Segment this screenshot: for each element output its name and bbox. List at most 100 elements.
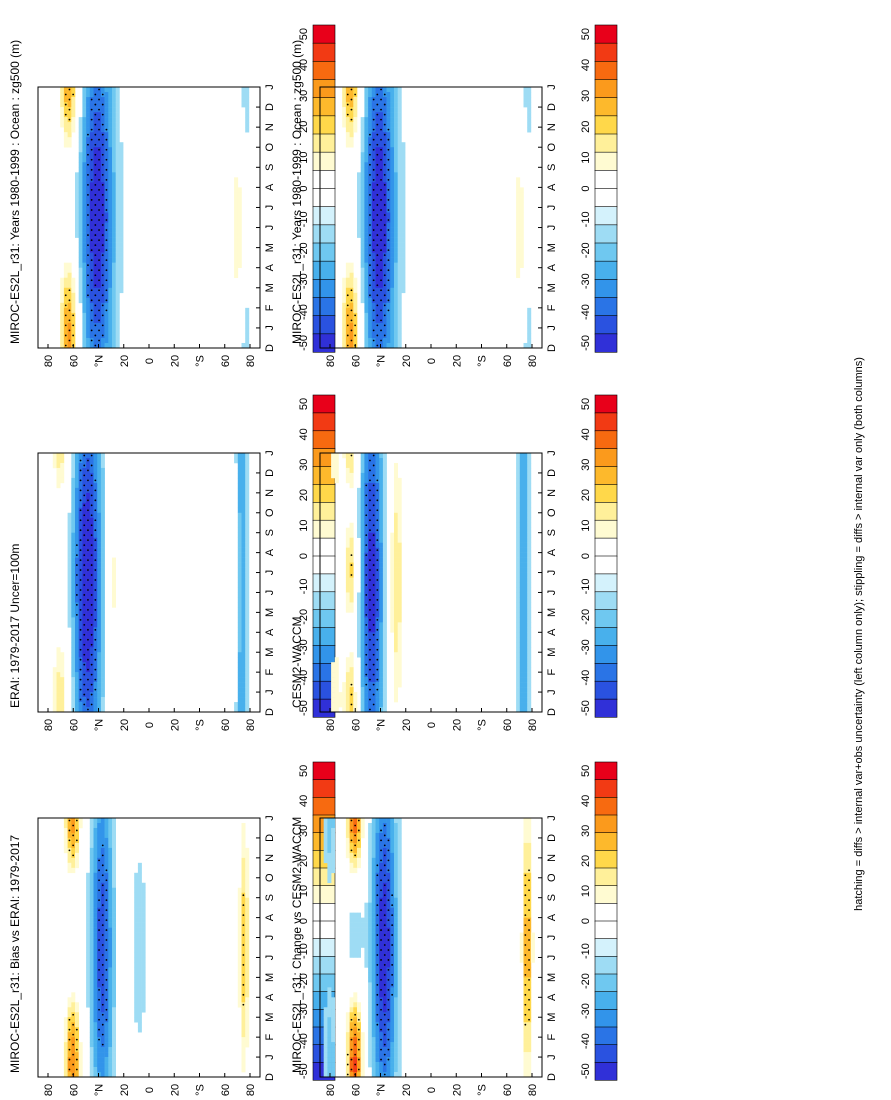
heatmap-cell	[82, 277, 87, 284]
heatmap-cell	[89, 907, 94, 913]
heatmap-cell	[394, 172, 398, 178]
heatmap-cell	[519, 482, 524, 489]
stipple-dot	[105, 249, 108, 252]
heatmap-cell	[390, 532, 395, 538]
heatmap-cell	[86, 327, 91, 334]
heatmap-cell	[241, 97, 246, 103]
heatmap-cell	[342, 87, 347, 93]
stipple-dot	[369, 264, 371, 267]
heatmap-cell	[379, 132, 384, 138]
heatmap-cell	[97, 577, 102, 583]
stipple-dot	[101, 894, 104, 897]
heatmap-cell	[379, 602, 384, 608]
heatmap-cell	[78, 142, 83, 148]
stipple-dot	[387, 229, 390, 231]
heatmap-cell	[519, 252, 524, 258]
heatmap-cell	[368, 177, 373, 183]
heatmap-cell	[71, 677, 76, 683]
month-tick-label: N	[264, 854, 276, 862]
colorbar-swatch	[312, 627, 336, 647]
heatmap-cell	[141, 992, 146, 998]
stipple-dot	[87, 459, 89, 462]
heatmap-cell	[100, 602, 105, 608]
heatmap-cell	[323, 822, 328, 829]
heatmap-cell	[519, 562, 524, 568]
stipple-dot	[369, 163, 371, 166]
stipple-dot	[101, 204, 104, 206]
heatmap-cell	[342, 297, 347, 304]
stipple-dot	[242, 894, 245, 897]
heatmap-cell	[112, 897, 116, 903]
heatmap-cell	[334, 667, 339, 673]
heatmap-cell	[100, 677, 105, 683]
stipple-dot	[68, 1068, 71, 1071]
stipple-dot	[383, 294, 386, 297]
stipple-dot	[72, 1043, 75, 1046]
stipple-dot	[105, 138, 108, 141]
heatmap-cell	[379, 512, 384, 519]
heatmap-cell	[86, 177, 91, 183]
heatmap-cell	[100, 1037, 105, 1043]
heatmap-cell	[89, 1042, 94, 1048]
stipple-dot	[383, 143, 386, 146]
heatmap-cell	[241, 832, 246, 839]
stipple-dot	[369, 599, 371, 601]
heatmap-cell	[241, 867, 246, 874]
heatmap-cell	[523, 667, 528, 673]
heatmap-cell	[401, 147, 406, 153]
heatmap-cell	[237, 587, 242, 593]
heatmap-cell	[112, 222, 116, 228]
heatmap-cell	[71, 462, 76, 469]
heatmap-cell	[397, 587, 402, 593]
month-tick-label: A	[264, 913, 276, 921]
heatmap-cell	[245, 112, 250, 118]
heatmap-cell	[89, 872, 94, 879]
month-tick-label: D	[264, 1073, 276, 1081]
heatmap-cell	[519, 257, 524, 263]
colorbar-swatch	[594, 133, 618, 153]
stipple-dot	[68, 309, 71, 312]
heatmap-cell	[527, 112, 532, 118]
heatmap-cell	[527, 482, 532, 489]
heatmap-cell	[237, 577, 242, 583]
heatmap-cell	[112, 312, 116, 319]
heatmap-cell	[386, 252, 391, 258]
heatmap-cell	[112, 87, 116, 93]
heatmap-cell	[241, 957, 246, 963]
heatmap-cell	[89, 962, 94, 968]
heatmap-cell	[89, 142, 94, 148]
heatmap-cell	[67, 572, 72, 578]
stipple-dot	[90, 474, 93, 477]
heatmap-cell	[78, 582, 83, 588]
stipple-dot	[346, 304, 349, 307]
heatmap-cell	[382, 662, 387, 668]
heatmap-cell	[82, 217, 87, 223]
heatmap-cell	[375, 502, 380, 509]
heatmap-cell	[245, 597, 250, 603]
heatmap-cell	[100, 687, 105, 693]
stipple-dot	[376, 519, 379, 522]
heatmap-cell	[71, 502, 76, 509]
colorbar-label: -50	[298, 1063, 310, 1079]
heatmap-cell	[382, 622, 387, 628]
heatmap-cell	[394, 607, 398, 613]
colorbar-swatch	[312, 24, 336, 44]
heatmap-cell	[523, 672, 528, 678]
heatmap-cell	[82, 197, 87, 203]
heatmap-cell	[137, 912, 142, 918]
heatmap-cell	[93, 227, 98, 233]
heatmap-cell	[141, 957, 146, 963]
heatmap-cell	[342, 692, 347, 698]
heatmap-cell	[137, 877, 142, 884]
stipple-dot	[87, 648, 89, 651]
stipple-dot	[83, 474, 86, 477]
heatmap-cell	[63, 317, 68, 324]
heatmap-cell	[386, 317, 391, 324]
stipple-dot	[383, 183, 386, 186]
heatmap-cell	[394, 182, 398, 188]
heatmap-cell	[390, 242, 395, 248]
heatmap-cell	[390, 302, 395, 309]
heatmap-cell	[364, 702, 369, 708]
heatmap-cell	[516, 492, 521, 499]
heatmap-cell	[89, 302, 94, 309]
